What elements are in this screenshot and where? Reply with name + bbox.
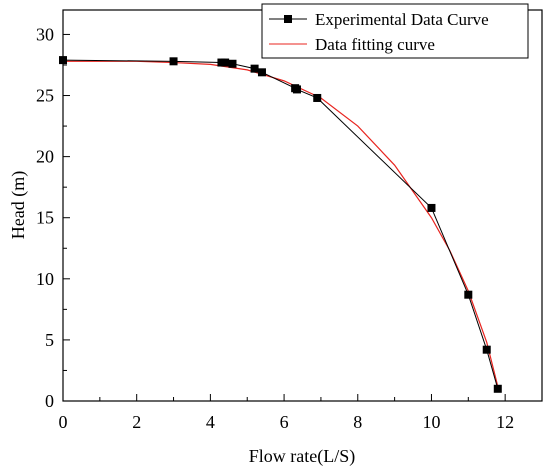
x-tick-label: 8 [353, 412, 362, 432]
x-tick-label: 0 [59, 412, 68, 432]
y-tick-label: 0 [45, 391, 54, 411]
y-tick-label: 20 [36, 147, 54, 167]
y-tick-label: 10 [36, 269, 54, 289]
data-point-experimental [228, 59, 237, 68]
legend-marker-experimental [284, 15, 292, 23]
x-tick-label: 10 [422, 412, 440, 432]
x-tick-label: 4 [206, 412, 215, 432]
series-line-fitting [63, 60, 499, 387]
y-axis-label: Head (m) [8, 171, 29, 239]
y-tick-label: 15 [36, 208, 54, 228]
y-tick-label: 25 [36, 86, 54, 106]
data-point-experimental [493, 384, 502, 393]
y-axis: 0 5 10 15 20 25 30 [36, 24, 70, 411]
data-point-experimental [169, 57, 178, 66]
x-axis-label: Flow rate(L/S) [249, 446, 355, 467]
x-tick-label: 12 [496, 412, 514, 432]
data-point-experimental [427, 203, 436, 212]
data-point-experimental [59, 56, 67, 65]
legend-label-fitting: Data fitting curve [315, 35, 435, 54]
x-tick-label: 2 [132, 412, 141, 432]
data-point-experimental [257, 68, 266, 77]
data-point-experimental [482, 345, 491, 354]
data-point-experimental [292, 85, 301, 94]
series-line-experimental [62, 59, 499, 389]
data-point-experimental [313, 93, 322, 102]
series-layer [59, 56, 502, 393]
legend: Experimental Data Curve Data fitting cur… [261, 3, 529, 59]
data-point-experimental [250, 64, 259, 73]
x-axis: 0 2 4 6 8 10 12 [59, 394, 514, 432]
legend-label-experimental: Experimental Data Curve [315, 10, 489, 29]
data-point-experimental [464, 290, 473, 299]
y-tick-label: 5 [45, 330, 54, 350]
y-tick-label: 30 [36, 24, 54, 44]
data-point-experimental [221, 58, 230, 67]
x-tick-label: 6 [280, 412, 289, 432]
plot-frame [62, 9, 543, 402]
legend-box [261, 3, 529, 59]
